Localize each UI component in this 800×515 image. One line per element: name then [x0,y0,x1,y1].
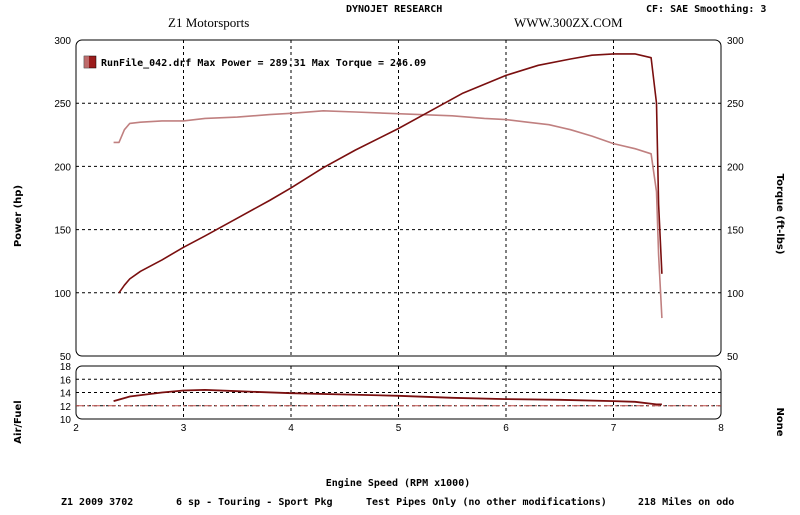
afr-tick-label: 12 [60,402,72,413]
tick-labels: 2 3 4 5 6 7 8 50 100 150 200 250 300 50 100 150 200 250 30… [54,36,744,434]
x-tick-label: 8 [718,423,724,434]
footer-transmission: 6 sp - Touring - Sport Pkg [176,497,333,508]
power-line [118,53,663,294]
x-tick-label: 4 [288,423,294,434]
footer-car: Z1 2009 3702 [61,497,134,508]
afr-tick-label: 14 [60,389,72,400]
y-tick-label: 100 [54,289,71,300]
y-tick-label: 250 [54,99,71,110]
y2-tick-label: 100 [727,289,744,300]
y-tick-label: 50 [60,352,72,363]
x-axis-title: Engine Speed (RPM x1000) [326,477,471,489]
footer-mods: Test Pipes Only (no other modifications) [366,497,607,508]
series-lines [76,53,721,407]
y-axis-title: Power (hp) [13,185,24,247]
afr-y2-axis-title: None [774,407,785,436]
y-tick-label: 150 [54,226,71,237]
shop-name: Z1 Motorsports [168,15,250,30]
y2-tick-label: 250 [727,99,744,110]
y2-tick-label: 300 [727,36,744,47]
y2-tick-label: 200 [727,162,744,173]
footer-odometer: 218 Miles on odo [638,497,735,508]
y-tick-label: 200 [54,162,71,173]
power-grid [76,40,721,356]
afr-tick-label: 16 [60,375,72,386]
settings-label: CF: SAE Smoothing: 3 [646,4,767,15]
x-tick-label: 6 [503,423,509,434]
y2-tick-label: 150 [727,226,744,237]
legend-swatch [83,55,97,69]
afr-tick-label: 10 [60,415,72,426]
x-tick-label: 3 [181,423,187,434]
y-tick-label: 300 [54,36,71,47]
x-tick-label: 7 [611,423,617,434]
afr-line [113,388,662,406]
x-tick-label: 5 [396,423,402,434]
afr-tick-label: 18 [60,362,72,373]
x-tick-label: 2 [73,423,79,434]
y2-tick-label: 50 [727,352,739,363]
torque-line [113,110,663,319]
vendor-title: DYNOJET RESEARCH [346,4,443,15]
afr-axis-title: Air/Fuel [13,400,24,443]
legend-text: RunFile_042.drf Max Power = 289.31 Max T… [101,57,426,69]
y2-axis-title: Torque (ft-lbs) [774,174,785,255]
website-label: WWW.300ZX.COM [514,15,623,30]
